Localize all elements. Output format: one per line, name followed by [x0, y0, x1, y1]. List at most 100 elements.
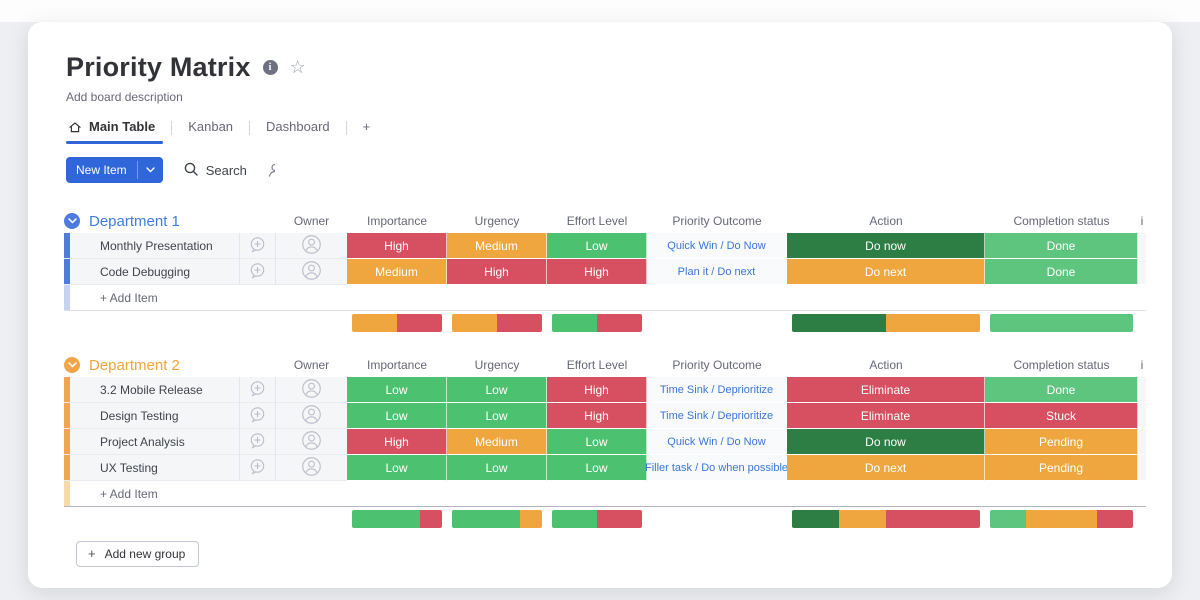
priority-outcome-cell[interactable]: Plan it / Do next: [647, 259, 787, 285]
summary-bar-urgency[interactable]: [452, 510, 542, 528]
urgency-cell[interactable]: Medium: [447, 429, 547, 455]
tab--[interactable]: +: [347, 113, 387, 142]
action-cell[interactable]: Do next: [787, 259, 985, 285]
effort-cell[interactable]: High: [547, 377, 647, 403]
action-cell[interactable]: Do now: [787, 233, 985, 259]
column-header-effort-level[interactable]: Effort Level: [566, 358, 628, 372]
completion-cell[interactable]: Done: [985, 233, 1138, 259]
group-name[interactable]: Department 2: [89, 356, 180, 374]
priority-outcome-cell[interactable]: Time Sink / Deprioritize: [647, 377, 787, 403]
owner-cell[interactable]: [276, 455, 347, 481]
info-icon[interactable]: i: [262, 60, 278, 75]
urgency-cell[interactable]: Low: [447, 455, 547, 481]
urgency-cell[interactable]: Low: [447, 403, 547, 429]
urgency-cell[interactable]: High: [447, 259, 547, 285]
owner-cell[interactable]: [276, 259, 347, 285]
add-conversation-icon[interactable]: [249, 406, 266, 426]
add-conversation-icon[interactable]: [249, 458, 266, 478]
chevron-down-icon[interactable]: [138, 157, 163, 183]
item-name-cell[interactable]: Project Analysis: [64, 429, 240, 455]
column-header-priority-outcome[interactable]: Priority Outcome: [672, 214, 762, 228]
column-header-completion-status[interactable]: Completion status: [1013, 358, 1110, 372]
summary-bar-urgency[interactable]: [452, 314, 542, 332]
add-item-row[interactable]: + Add Item: [64, 285, 1146, 311]
new-item-button[interactable]: New Item: [66, 157, 163, 183]
completion-cell[interactable]: Stuck: [985, 403, 1138, 429]
importance-cell[interactable]: Low: [347, 403, 447, 429]
add-conversation-cell[interactable]: [240, 429, 276, 455]
column-header-effort-level[interactable]: Effort Level: [566, 214, 628, 228]
column-header-urgency[interactable]: Urgency: [474, 214, 520, 228]
column-header-importance[interactable]: Importance: [366, 214, 428, 228]
add-new-group-button[interactable]: + Add new group: [76, 541, 200, 567]
completion-cell[interactable]: Done: [985, 259, 1138, 285]
group-name[interactable]: Department 1: [89, 212, 180, 230]
completion-cell[interactable]: Done: [985, 377, 1138, 403]
action-cell[interactable]: Do next: [787, 455, 985, 481]
group-title[interactable]: Department 2: [64, 357, 276, 374]
add-conversation-cell[interactable]: [240, 233, 276, 259]
column-header-action[interactable]: Action: [869, 214, 903, 228]
add-conversation-icon[interactable]: [249, 236, 266, 256]
add-conversation-cell[interactable]: [240, 455, 276, 481]
column-header-urgency[interactable]: Urgency: [474, 358, 520, 372]
add-conversation-icon[interactable]: [249, 432, 266, 452]
column-header-importance[interactable]: Importance: [366, 358, 428, 372]
add-conversation-icon[interactable]: [249, 380, 266, 400]
importance-cell[interactable]: High: [347, 233, 447, 259]
add-conversation-cell[interactable]: [240, 403, 276, 429]
summary-bar-importance[interactable]: [352, 510, 442, 528]
importance-cell[interactable]: Low: [347, 455, 447, 481]
effort-cell[interactable]: Low: [547, 455, 647, 481]
priority-outcome-cell[interactable]: Time Sink / Deprioritize: [647, 403, 787, 429]
add-conversation-cell[interactable]: [240, 377, 276, 403]
collapse-group-icon[interactable]: [64, 357, 80, 373]
column-header-action[interactable]: Action: [869, 358, 903, 372]
column-header-priority-outcome[interactable]: Priority Outcome: [672, 358, 762, 372]
person-icon[interactable]: [267, 162, 275, 178]
item-name-cell[interactable]: 3.2 Mobile Release: [64, 377, 240, 403]
column-header-completion-status[interactable]: Completion status: [1013, 214, 1110, 228]
summary-bar-action[interactable]: [792, 314, 980, 332]
search-control[interactable]: Search: [183, 161, 247, 180]
completion-cell[interactable]: Pending: [985, 455, 1138, 481]
priority-outcome-cell[interactable]: Quick Win / Do Now: [647, 233, 787, 259]
completion-cell[interactable]: Pending: [985, 429, 1138, 455]
owner-cell[interactable]: [276, 233, 347, 259]
item-name-cell[interactable]: UX Testing: [64, 455, 240, 481]
importance-cell[interactable]: High: [347, 429, 447, 455]
action-cell[interactable]: Do now: [787, 429, 985, 455]
board-description[interactable]: Add board description: [66, 90, 183, 104]
tab-kanban[interactable]: Kanban: [172, 113, 249, 142]
tab-main-table[interactable]: Main Table: [66, 113, 171, 144]
summary-bar-importance[interactable]: [352, 314, 442, 332]
effort-cell[interactable]: Low: [547, 233, 647, 259]
item-name-cell[interactable]: Monthly Presentation: [64, 233, 240, 259]
add-conversation-icon[interactable]: [249, 262, 266, 282]
effort-cell[interactable]: High: [547, 403, 647, 429]
priority-outcome-cell[interactable]: Quick Win / Do Now: [647, 429, 787, 455]
effort-cell[interactable]: High: [547, 259, 647, 285]
add-item-row[interactable]: + Add Item: [64, 481, 1146, 507]
group-title[interactable]: Department 1: [64, 213, 276, 230]
collapse-group-icon[interactable]: [64, 213, 80, 229]
column-header-owner[interactable]: Owner: [293, 214, 330, 228]
item-name-cell[interactable]: Design Testing: [64, 403, 240, 429]
item-name-cell[interactable]: Code Debugging: [64, 259, 240, 285]
summary-bar-action[interactable]: [792, 510, 980, 528]
owner-cell[interactable]: [276, 377, 347, 403]
urgency-cell[interactable]: Medium: [447, 233, 547, 259]
effort-cell[interactable]: Low: [547, 429, 647, 455]
summary-bar-effort[interactable]: [552, 314, 642, 332]
action-cell[interactable]: Eliminate: [787, 403, 985, 429]
action-cell[interactable]: Eliminate: [787, 377, 985, 403]
summary-bar-completion[interactable]: [990, 314, 1133, 332]
tab-dashboard[interactable]: Dashboard: [250, 113, 346, 142]
owner-cell[interactable]: [276, 403, 347, 429]
summary-bar-completion[interactable]: [990, 510, 1133, 528]
urgency-cell[interactable]: Low: [447, 377, 547, 403]
owner-cell[interactable]: [276, 429, 347, 455]
add-conversation-cell[interactable]: [240, 259, 276, 285]
priority-outcome-cell[interactable]: Filler task / Do when possible: [645, 455, 788, 481]
star-icon[interactable]: ☆: [289, 56, 306, 77]
